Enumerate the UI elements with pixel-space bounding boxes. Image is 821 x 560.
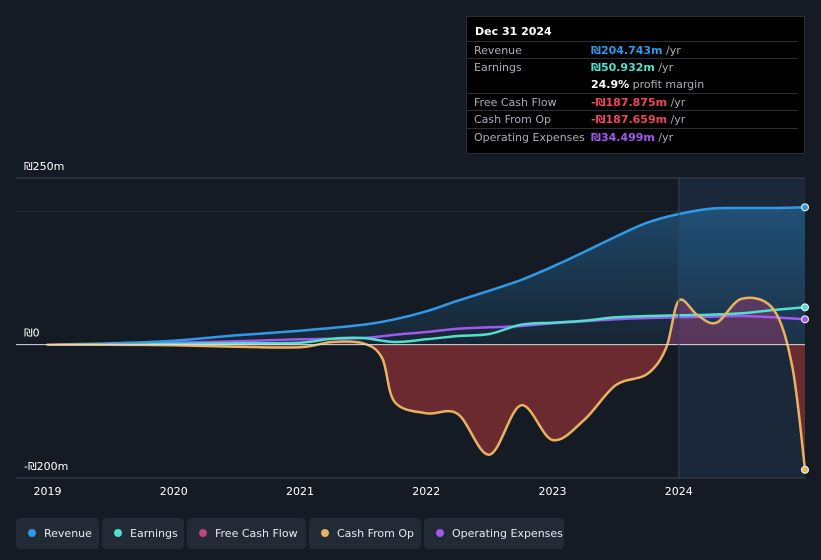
tooltip-row-label: Free Cash Flow xyxy=(474,95,557,109)
y-tick-label: -₪200m xyxy=(24,460,68,473)
earnings-line xyxy=(46,306,807,346)
tooltip-row: Free Cash Flow -₪187.875m /yr xyxy=(467,92,798,110)
y-axis-ticks: ₪250m ₪0 -₪200m xyxy=(24,160,68,473)
tooltip-row-unit: /yr xyxy=(667,95,686,109)
tooltip-row: 24.9% profit margin xyxy=(467,76,798,93)
tooltip-row-label: Earnings xyxy=(474,61,522,75)
legend-dot-icon xyxy=(114,529,122,537)
tooltip-row-unit: profit margin xyxy=(629,77,705,91)
legend-dot-icon xyxy=(28,529,36,537)
x-tick-label: 2023 xyxy=(539,485,567,498)
tooltip-row: Earnings ₪50.932m /yr xyxy=(467,58,798,75)
earnings-end-marker xyxy=(801,303,809,312)
tooltip-row-label: Cash From Op xyxy=(474,113,552,127)
operating-expenses-end-marker xyxy=(801,315,809,324)
tooltip-row-value: 24.9% profit margin xyxy=(591,77,705,91)
y-tick-label: ₪0 xyxy=(24,327,40,340)
revenue-area xyxy=(47,207,806,345)
operating-expenses-line xyxy=(46,314,807,346)
x-tick-label: 2024 xyxy=(665,485,693,498)
legend-item-cash-from-op[interactable]: Cash From Op xyxy=(309,518,421,549)
tooltip-row-value: ₪204.743m /yr xyxy=(591,44,681,57)
tooltip-row-unit: /yr xyxy=(667,113,686,127)
legend-item-revenue[interactable]: Revenue xyxy=(16,518,99,549)
legend-label: Free Cash Flow xyxy=(215,527,298,540)
legend-label: Revenue xyxy=(44,527,92,540)
tooltip-row-unit: /yr xyxy=(654,61,674,75)
tooltip-row-unit: /yr xyxy=(654,130,674,144)
cash-from-op-line xyxy=(46,296,807,472)
legend-item-operating-expenses[interactable]: Operating Expenses xyxy=(424,518,564,549)
tooltip-row-value: -₪187.659m /yr xyxy=(591,113,686,127)
tooltip-row-label: Operating Expenses xyxy=(474,130,585,144)
legend-item-earnings[interactable]: Earnings xyxy=(102,518,184,549)
tooltip-row: Operating Expenses ₪34.499m /yr xyxy=(467,127,798,145)
tooltip-row-value: -₪187.875m /yr xyxy=(591,95,686,109)
legend-dot-icon xyxy=(436,529,444,537)
cash-from-op-end-marker xyxy=(801,465,809,474)
legend-label: Earnings xyxy=(130,527,178,540)
tooltip-date: Dec 31 2024 xyxy=(475,25,552,38)
free-cash-flow-area-positive xyxy=(71,297,788,345)
legend-label: Cash From Op xyxy=(337,527,415,540)
legend-dot-icon xyxy=(321,529,329,537)
x-tick-label: 2022 xyxy=(412,485,440,498)
legend-dot-icon xyxy=(199,529,207,537)
tooltip-row-label: Revenue xyxy=(474,44,522,57)
revenue-line xyxy=(46,206,807,346)
tooltip-row-unit: /yr xyxy=(662,44,681,57)
x-axis-ticks: 2019 2020 2021 2022 2023 2024 xyxy=(34,485,693,498)
tooltip-row: Revenue ₪204.743m /yr xyxy=(467,41,798,58)
tooltip-panel: Dec 31 2024 Revenue ₪204.743m /yr Earnings… xyxy=(466,16,805,154)
x-tick-label: 2020 xyxy=(160,485,188,498)
revenue-end-marker xyxy=(801,203,809,212)
series-layer xyxy=(46,206,807,472)
tooltip-row: Cash From Op -₪187.659m /yr xyxy=(467,110,798,127)
y-tick-label: ₪250m xyxy=(24,160,64,173)
end-markers xyxy=(801,203,809,474)
legend-label: Operating Expenses xyxy=(452,527,563,540)
x-tick-label: 2021 xyxy=(286,485,314,498)
tooltip-row-value: ₪34.499m /yr xyxy=(591,130,674,144)
free-cash-flow-area-negative xyxy=(47,344,805,470)
legend-item-free-cash-flow[interactable]: Free Cash Flow xyxy=(187,518,306,549)
x-tick-label: 2019 xyxy=(34,485,62,498)
tooltip-row-value: ₪50.932m /yr xyxy=(591,61,674,75)
